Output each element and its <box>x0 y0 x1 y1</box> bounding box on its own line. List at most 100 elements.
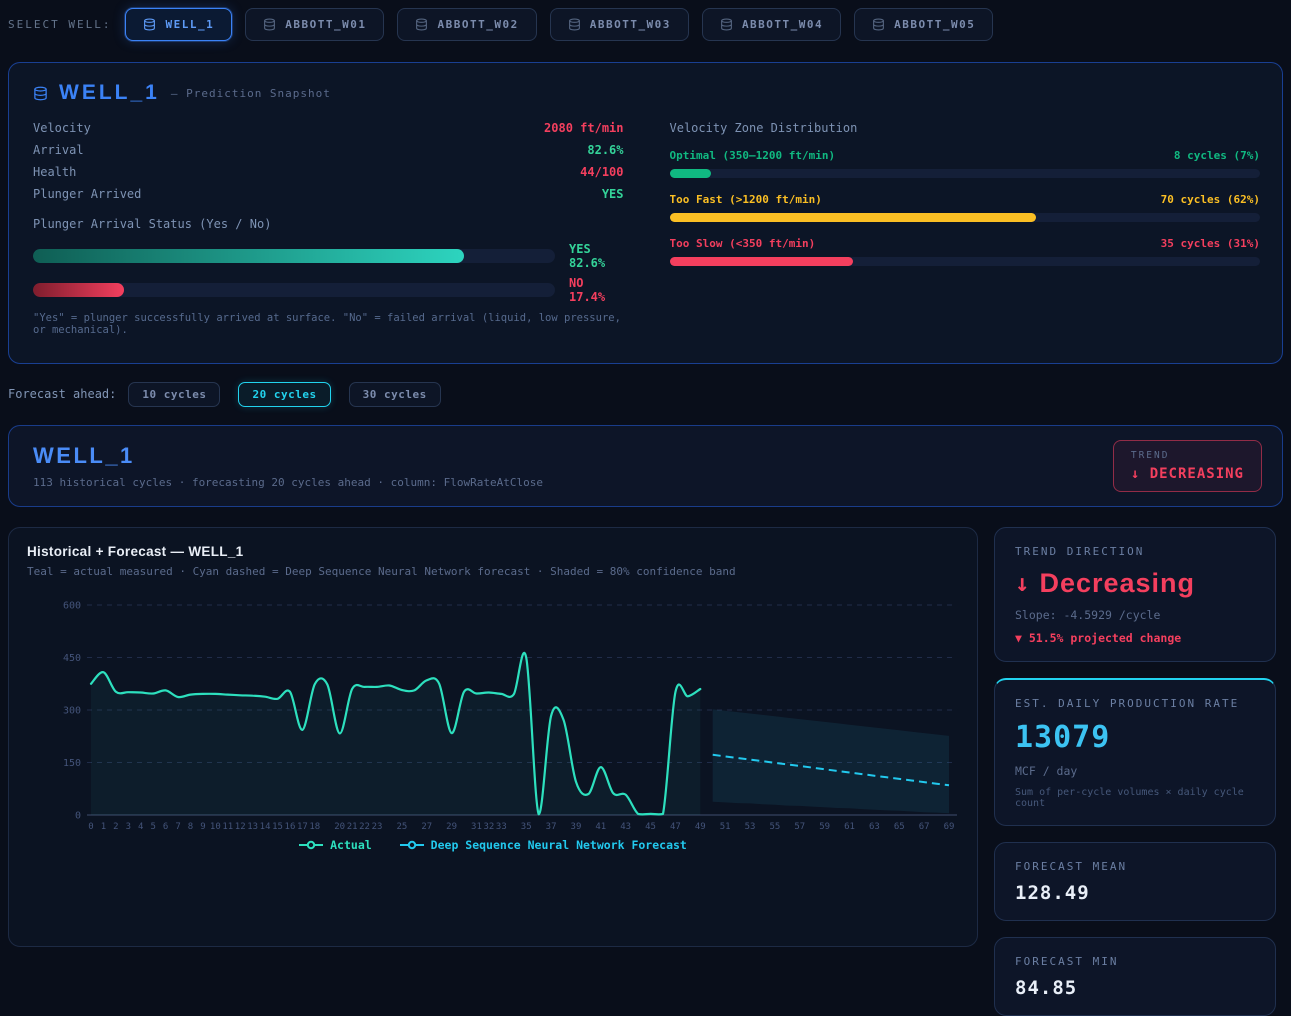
zone-label: Too Fast (>1200 ft/min) <box>669 193 822 206</box>
actual-area-fill <box>91 652 701 815</box>
database-icon <box>264 18 276 31</box>
zone-bar-track <box>669 257 1260 266</box>
well-tab-label: ABBOTT_W01 <box>285 18 367 31</box>
x-tick-label: 15 <box>272 822 283 832</box>
well-tab-abbott_w05[interactable]: ABBOTT_W05 <box>854 8 994 41</box>
x-tick-label: 11 <box>222 822 233 832</box>
card-forecast-mean: FORECAST MEAN 128.49 <box>994 841 1276 921</box>
stat-label: Plunger Arrived <box>33 187 142 201</box>
snapshot-stats-column: Velocity 2080 ft/min Arrival 82.6% Health … <box>33 121 624 347</box>
well-icon <box>34 86 47 100</box>
banner-title: WELL_1 <box>33 442 135 468</box>
well-tab-abbott_w02[interactable]: ABBOTT_W02 <box>397 8 537 41</box>
arrival-bar-track <box>33 249 555 263</box>
stat-value: 82.6% <box>587 143 624 157</box>
y-tick-label: 150 <box>63 758 81 769</box>
card-line: Sum of per-cycle volumes × daily cycle c… <box>1015 786 1244 809</box>
stat-row-velocity: Velocity 2080 ft/min <box>33 121 624 135</box>
arrival-bar-fill <box>33 283 124 297</box>
x-tick-label: 20 <box>334 822 345 832</box>
forecast-option-10-cycles[interactable]: 10 cycles <box>128 381 221 407</box>
prediction-snapshot-panel: WELL_1 — Prediction Snapshot Velocity 20… <box>8 62 1283 364</box>
forecast-ahead-row: Forecast ahead: 10 cycles 20 cycles 30 cyc… <box>8 381 1283 407</box>
well-selector: SELECT WELL: WELL_1 ABBOTT_W01 ABBOTT_W02 A… <box>8 8 1283 41</box>
x-tick-label: 1 <box>101 822 106 832</box>
legend-item-forecast[interactable]: Deep Sequence Neural Network Forecast <box>399 838 687 852</box>
card-forecast-min: FORECAST MIN 84.85 <box>994 936 1276 1016</box>
velocity-zone-column: Velocity Zone Distribution Optimal (350–… <box>669 121 1260 347</box>
zone-row: Optimal (350–1200 ft/min) 8 cycles (7%) <box>669 149 1260 178</box>
banner-text: WELL_1 113 historical cycles · forecasti… <box>33 443 543 489</box>
legend-marker-icon <box>299 840 324 849</box>
x-tick-label: 16 <box>285 822 296 832</box>
down-arrow-icon: ↓ <box>1015 569 1030 597</box>
stats-sidebar: TREND DIRECTION ↓ Decreasing Slope: -4.5… <box>994 526 1276 1016</box>
x-tick-label: 61 <box>844 822 855 832</box>
database-icon <box>416 18 428 31</box>
legend-item-actual[interactable]: Actual <box>299 838 372 852</box>
x-tick-label: 0 <box>88 822 93 832</box>
zone-bar-fill <box>669 257 853 266</box>
x-tick-label: 35 <box>521 822 532 832</box>
x-tick-label: 63 <box>869 822 880 832</box>
well-tab-abbott_w01[interactable]: ABBOTT_W01 <box>245 8 385 41</box>
zone-row: Too Fast (>1200 ft/min) 70 cycles (62%) <box>669 193 1260 222</box>
card-label: EST. DAILY PRODUCTION RATE <box>1015 696 1240 710</box>
x-tick-label: 21 <box>347 822 358 832</box>
well-tab-label: WELL_1 <box>165 18 215 31</box>
x-tick-label: 57 <box>794 822 805 832</box>
arrival-bar-track <box>33 283 555 297</box>
card-value: 84.85 <box>1015 976 1078 999</box>
chart-title: Historical + Forecast — WELL_1 <box>27 543 244 559</box>
card-line: Slope: -4.5929 /cycle <box>1015 607 1161 622</box>
stat-row-health: Health 44/100 <box>33 165 624 179</box>
x-tick-label: 41 <box>595 822 606 832</box>
zone-value: 35 cycles (31%) <box>1160 237 1260 250</box>
stat-value: 2080 ft/min <box>544 121 624 135</box>
database-icon <box>721 18 732 31</box>
zone-label: Too Slow (<350 ft/min) <box>669 237 816 250</box>
card-trend-direction: TREND DIRECTION ↓ Decreasing Slope: -4.5… <box>994 526 1276 662</box>
forecast-ahead-label: Forecast ahead: <box>8 387 117 401</box>
well-tab-abbott_w04[interactable]: ABBOTT_W04 <box>701 8 842 41</box>
card-value: 128.49 <box>1015 881 1090 904</box>
database-icon <box>144 18 156 31</box>
forecast-chart-panel: Historical + Forecast — WELL_1 Teal = ac… <box>8 526 978 947</box>
x-tick-label: 14 <box>260 822 271 832</box>
card-production-rate: EST. DAILY PRODUCTION RATE 13079 MCF / day… <box>994 677 1276 826</box>
well-tab-well_1[interactable]: WELL_1 <box>125 8 233 41</box>
x-tick-label: 31 <box>471 822 482 832</box>
x-tick-label: 53 <box>745 822 756 832</box>
chart-subtitle: Teal = actual measured · Cyan dashed = D… <box>27 564 736 578</box>
zone-bar-fill <box>669 169 711 178</box>
arrival-bar-fill <box>33 249 465 263</box>
well-tab-label: ABBOTT_W04 <box>741 18 824 31</box>
x-tick-label: 32 <box>483 822 494 832</box>
x-tick-label: 9 <box>200 822 205 832</box>
confidence-band <box>712 708 949 813</box>
stat-row-arrival: Arrival 82.6% <box>33 143 624 157</box>
x-tick-label: 47 <box>670 822 681 832</box>
x-tick-label: 59 <box>819 822 830 832</box>
well-tab-abbott_w03[interactable]: ABBOTT_W03 <box>549 8 689 41</box>
stat-label: Arrival <box>33 143 84 157</box>
arrival-caption: "Yes" = plunger successfully arrived at … <box>33 312 621 336</box>
x-tick-label: 65 <box>894 822 905 832</box>
well-tab-label: ABBOTT_W02 <box>437 18 519 31</box>
y-tick-label: 450 <box>63 653 81 664</box>
forecast-option-20-cycles[interactable]: 20 cycles <box>238 381 331 407</box>
stat-row-plunger-arrived: Plunger Arrived YES <box>33 187 624 201</box>
x-tick-label: 39 <box>571 822 582 832</box>
x-tick-label: 4 <box>138 822 143 832</box>
stat-value: YES <box>601 187 624 201</box>
forecast-options: 10 cycles 20 cycles 30 cycles <box>128 381 441 407</box>
x-tick-label: 23 <box>372 822 383 832</box>
stat-label: Health <box>33 165 77 179</box>
trend-direction-value: Decreasing <box>1039 567 1196 598</box>
forecast-option-30-cycles[interactable]: 30 cycles <box>348 381 441 407</box>
arrival-status-title: Plunger Arrival Status (Yes / No) <box>33 217 272 231</box>
x-tick-label: 25 <box>396 822 407 832</box>
zone-row: Too Slow (<350 ft/min) 35 cycles (31%) <box>669 237 1260 266</box>
x-tick-label: 29 <box>446 822 457 832</box>
